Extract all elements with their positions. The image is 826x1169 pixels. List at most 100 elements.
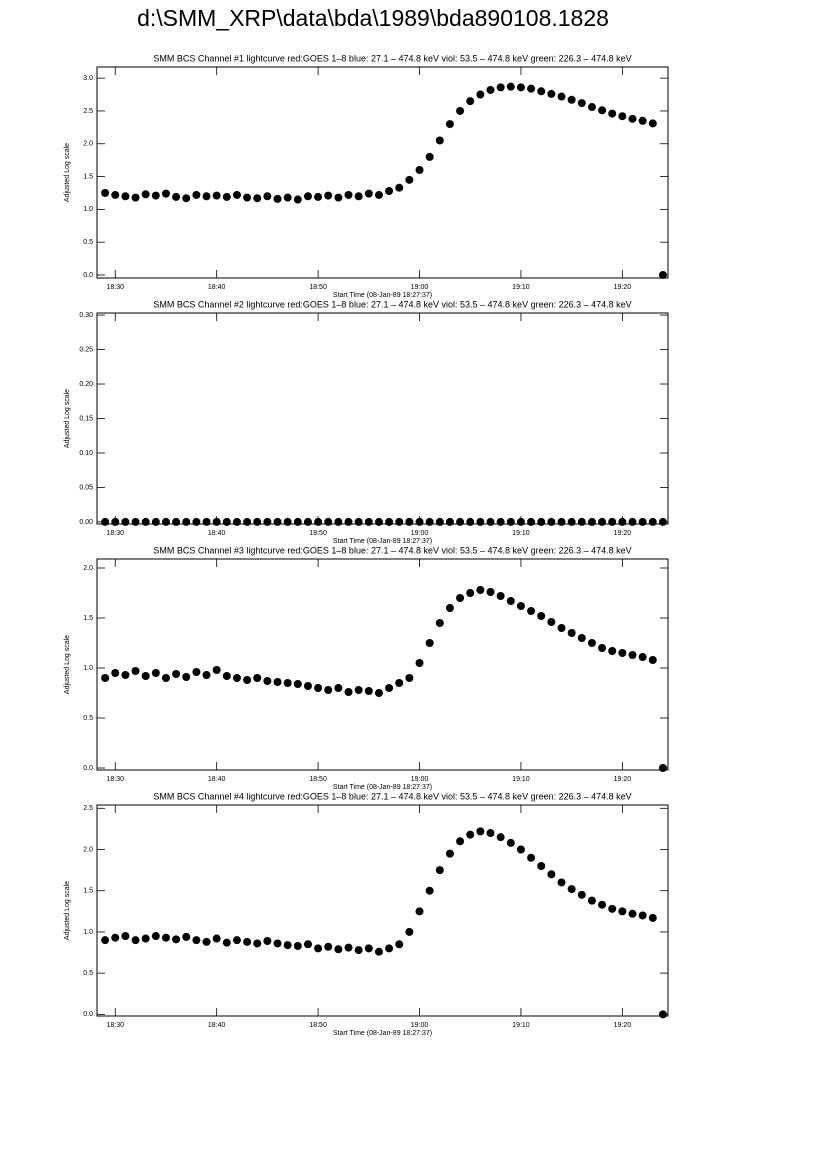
data-point (516, 83, 525, 92)
data-point (243, 676, 252, 684)
data-point (161, 189, 170, 198)
y-tick-label: 0.20 (79, 381, 93, 388)
data-point (293, 517, 302, 526)
data-point (293, 195, 302, 204)
data-point (445, 517, 454, 526)
data-point (151, 932, 160, 941)
data-point (273, 678, 282, 686)
y-tick-label: 2.0 (83, 141, 93, 148)
data-point (638, 116, 647, 125)
data-point (263, 517, 272, 526)
data-point (638, 911, 647, 920)
data-point (243, 193, 252, 202)
data-point (283, 193, 292, 202)
data-point (618, 907, 627, 916)
data-point (293, 941, 302, 950)
data-point (516, 602, 525, 610)
data-point (192, 517, 201, 526)
data-point (425, 639, 434, 647)
data-point (577, 517, 586, 526)
data-point (121, 671, 130, 679)
y-tick-label: 0.5 (83, 239, 93, 246)
y-tick-label: 0.25 (79, 346, 93, 353)
data-point (557, 878, 566, 887)
y-tick-label: 2.5 (83, 108, 93, 115)
data-point (161, 674, 170, 682)
data-point (334, 684, 343, 692)
data-point (121, 192, 130, 201)
data-point (324, 686, 333, 694)
y-tick-label: 2.0 (83, 846, 93, 853)
data-point (192, 936, 201, 945)
data-point (222, 517, 231, 526)
y-tick-label: 0.0 (83, 765, 93, 772)
data-point (101, 674, 110, 682)
data-point (547, 517, 556, 526)
data-point (374, 689, 383, 697)
data-point (405, 175, 414, 184)
data-point (476, 586, 485, 594)
data-point (658, 270, 667, 279)
data-point (557, 624, 566, 632)
data-point (364, 517, 373, 526)
data-point (192, 190, 201, 199)
data-point (273, 939, 282, 948)
data-point (141, 517, 150, 526)
x-axis-label: Start Time (08-Jan-89 18:27:37) (333, 784, 432, 791)
data-point (598, 900, 607, 909)
panel-title: SMM BCS Channel #2 lightcurve red:GOES 1… (153, 299, 631, 309)
data-point (303, 192, 312, 201)
data-point (618, 649, 627, 657)
data-point (608, 109, 617, 118)
data-point (466, 589, 475, 597)
data-point (466, 517, 475, 526)
data-point (182, 932, 191, 941)
data-point (587, 639, 596, 647)
x-axis-label: Start Time (08-Jan-89 18:27:37) (333, 538, 432, 545)
data-point (516, 845, 525, 854)
data-point (415, 166, 424, 175)
data-point (131, 936, 140, 945)
y-tick-label: 0.5 (83, 970, 93, 977)
data-point (456, 106, 465, 115)
x-tick-label: 18:30 (106, 284, 124, 291)
data-point (354, 517, 363, 526)
y-axis-label: Adjusted Log scale (64, 143, 71, 202)
x-tick-label: 18:40 (208, 284, 226, 291)
data-point (385, 684, 394, 692)
panel: SMM BCS Channel #2 lightcurve red:GOES 1… (64, 299, 669, 545)
data-point (567, 885, 576, 894)
data-point (374, 517, 383, 526)
data-point (456, 594, 465, 602)
y-axis-label: Adjusted Log scale (64, 881, 71, 940)
page-title: d:\SMM_XRP\data\bda\1989\bda890108.1828 (137, 5, 609, 31)
data-point (648, 913, 657, 922)
data-point (374, 190, 383, 199)
data-point (587, 103, 596, 112)
y-tick-label: 0.0 (83, 1011, 93, 1018)
data-point (253, 939, 262, 948)
data-point (567, 517, 576, 526)
data-point (172, 192, 181, 201)
data-point (364, 189, 373, 198)
data-point (141, 934, 150, 943)
plot-frame (96, 312, 669, 525)
data-point (151, 191, 160, 200)
data-point (182, 194, 191, 203)
x-tick-label: 18:40 (208, 776, 226, 783)
data-point (111, 190, 120, 199)
data-point (385, 517, 394, 526)
data-point (527, 84, 536, 93)
data-point (618, 112, 627, 121)
data-point (314, 192, 323, 201)
data-point (263, 192, 272, 201)
data-point (151, 669, 160, 677)
data-point (283, 679, 292, 687)
y-tick-label: 0.00 (79, 519, 93, 526)
data-point (354, 946, 363, 955)
x-tick-label: 18:30 (106, 530, 124, 537)
data-point (435, 517, 444, 526)
y-tick-label: 1.0 (83, 665, 93, 672)
data-point (385, 944, 394, 953)
